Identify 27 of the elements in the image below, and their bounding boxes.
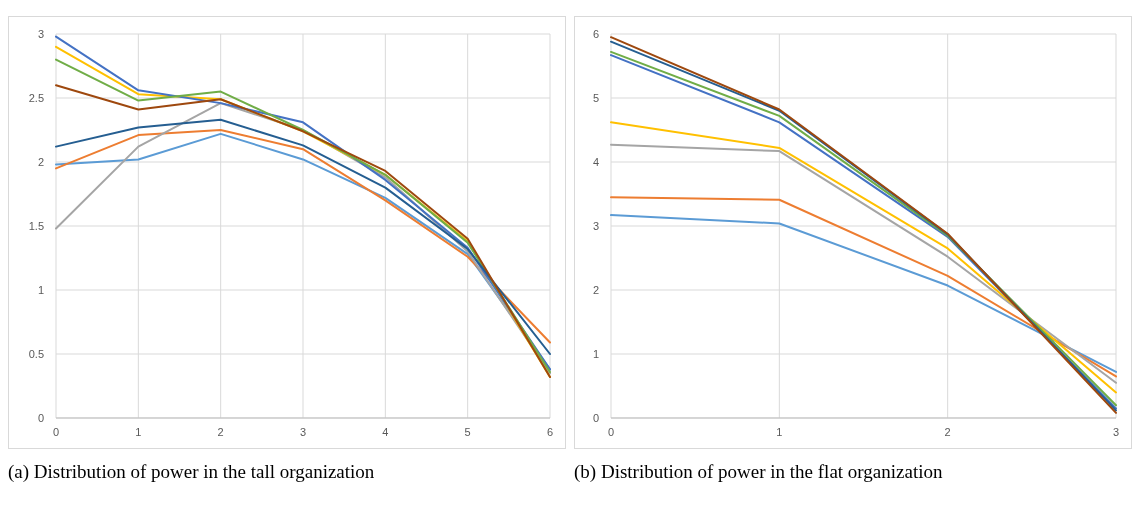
y-tick-label: 0: [37, 411, 44, 424]
y-tick-label: 1.5: [28, 219, 44, 232]
x-tick-label: 3: [1112, 426, 1120, 438]
x-tick-label: 5: [464, 426, 471, 438]
x-tick-label: 3: [299, 426, 307, 438]
y-tick-label: 2: [37, 155, 44, 168]
y-tick-label: 2.5: [28, 91, 44, 104]
y-tick-label: 0: [592, 411, 599, 424]
x-tick-label: 1: [135, 426, 142, 438]
x-tick-label: 2: [217, 426, 224, 438]
x-tick-label: 6: [546, 426, 554, 438]
y-tick-label: 3: [37, 27, 44, 40]
y-tick-label: 1: [37, 283, 44, 296]
y-tick-label: 5: [592, 91, 599, 104]
text: (b) Distribution of power in the flat organization: [574, 461, 943, 483]
y-tick-label: 3: [592, 219, 599, 232]
x-tick-label: 2: [944, 426, 951, 438]
text: (a) Distribution of power in the tall organization: [8, 461, 375, 483]
x-tick-label: 1: [776, 426, 783, 438]
y-tick-label: 6: [592, 27, 599, 40]
x-tick-label: 0: [607, 426, 615, 438]
y-tick-label: 2: [592, 283, 599, 296]
x-tick-label: 4: [382, 426, 389, 438]
y-tick-label: 0.5: [28, 347, 44, 360]
y-tick-label: 4: [592, 155, 599, 168]
y-tick-label: 1: [592, 347, 599, 360]
x-tick-label: 0: [52, 426, 60, 438]
